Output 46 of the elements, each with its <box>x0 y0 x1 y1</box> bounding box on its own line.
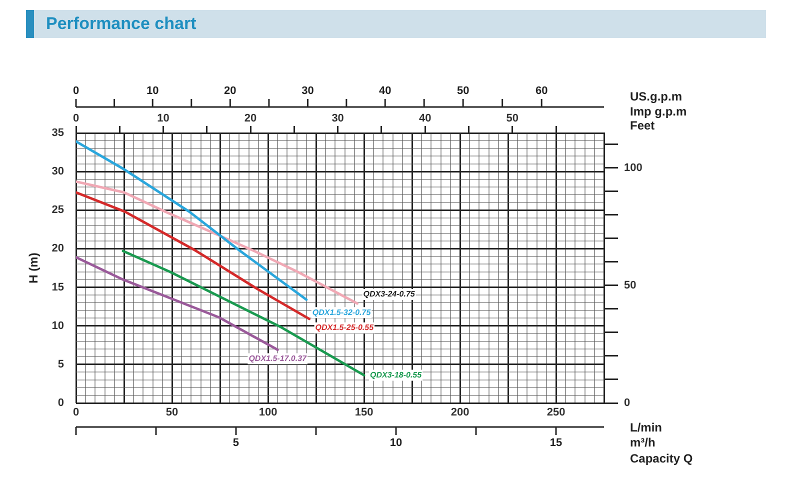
series-label: QDX1.5-32-0.75 <box>312 308 372 317</box>
y-axis-title: H (m) <box>26 252 40 284</box>
y2-tick-label: 0 <box>624 397 630 410</box>
series-label: QDX1.5-25-0.55 <box>315 323 374 332</box>
series-label: QDX3-18-0.55 <box>370 370 422 380</box>
text: Capacity Q <box>630 451 693 466</box>
series-label: QDX3-24-0.75 <box>363 290 416 299</box>
x2-tick-label: 30 <box>332 112 344 124</box>
y-tick-label: 15 <box>52 281 64 294</box>
text: 30 <box>302 85 314 98</box>
x-tick-label: 200 <box>450 406 470 419</box>
y2-tick-label: 100 <box>624 162 642 174</box>
text: 50 <box>456 85 470 98</box>
y2-tick-label: 50 <box>624 279 636 292</box>
y-tick-label: 35 <box>52 127 64 140</box>
x-tick-label: 100 <box>258 406 278 419</box>
y-tick-label: 5 <box>58 358 64 370</box>
x-tick-label: 150 <box>354 406 374 419</box>
x-axis-title: L/min <box>630 420 662 434</box>
x-tick-label: 50 <box>166 406 178 419</box>
y-tick-label: 0 <box>58 397 64 410</box>
text: 10 <box>390 437 402 450</box>
y-tick-label: 20 <box>52 242 64 255</box>
x2-tick-label: 50 <box>506 112 518 124</box>
x2-axis-title: Imp g.p.m <box>630 104 687 118</box>
text: 10 <box>146 85 159 98</box>
y-tick-label: 30 <box>52 166 64 178</box>
text: US.g.p.m <box>630 89 682 104</box>
text: 15 <box>550 437 562 450</box>
x2-tick-label: 40 <box>418 112 432 124</box>
text: 40 <box>378 85 392 98</box>
text: 60 <box>535 85 548 98</box>
x-tick-label: 250 <box>546 406 566 419</box>
y-tick-label: 25 <box>52 204 64 216</box>
text: m³/h <box>630 435 656 450</box>
chart-title: Performance chart <box>46 14 196 34</box>
text: 5 <box>232 437 240 450</box>
x2-tick-label: 10 <box>157 112 170 124</box>
text: 0 <box>72 85 80 98</box>
y2-axis-title: Feet <box>630 118 655 132</box>
x2-tick-label: 20 <box>244 112 257 124</box>
text: 20 <box>224 85 236 98</box>
series-label: QDX1.5-17.0.37 <box>248 354 308 363</box>
y-tick-label: 10 <box>52 320 64 332</box>
x-tick-label: 0 <box>72 406 80 419</box>
x2-tick-label: 0 <box>72 112 80 124</box>
